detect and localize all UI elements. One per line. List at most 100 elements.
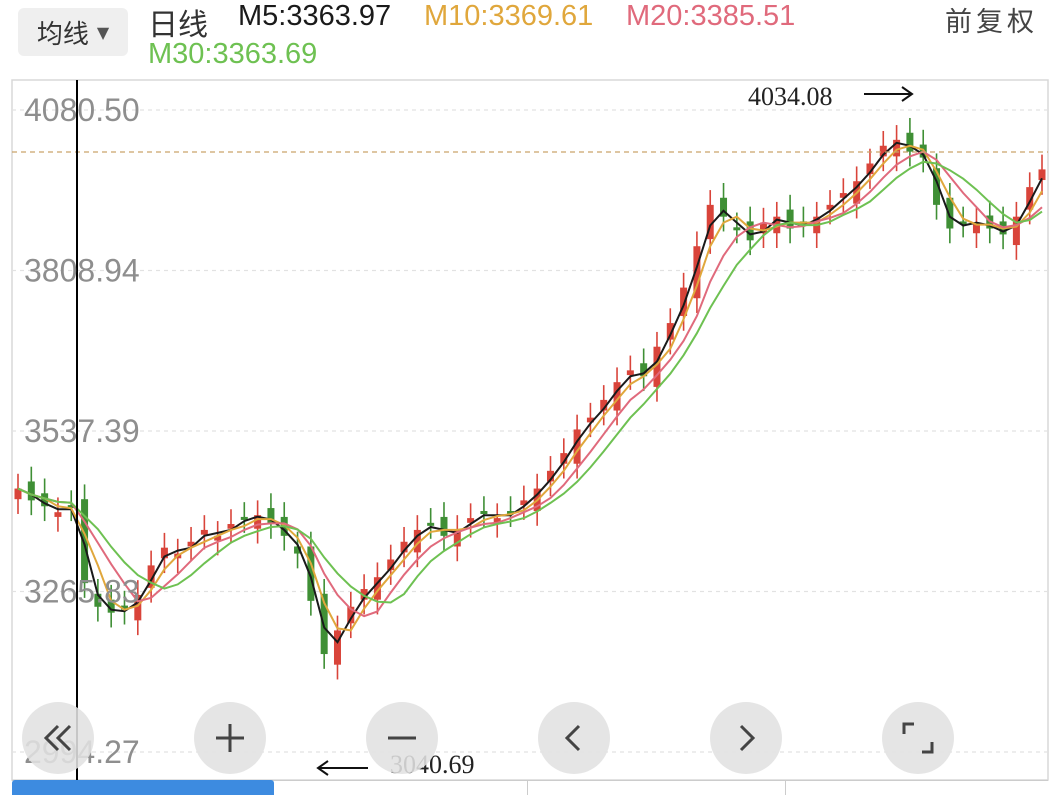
candle-body (959, 221, 967, 225)
candle-body (507, 511, 515, 515)
date-axis-divider (785, 780, 786, 795)
candle-body (160, 547, 168, 559)
gridlines (12, 109, 1048, 753)
candle-body (387, 559, 395, 571)
candle-body (54, 512, 62, 517)
ma-line-m30 (17, 160, 1043, 604)
candle-body (972, 222, 980, 234)
scroll-right-button[interactable] (710, 702, 782, 774)
candle-body (600, 399, 608, 411)
candle-body (294, 546, 302, 554)
low-arrow-icon (316, 760, 368, 776)
candle-body (187, 541, 195, 547)
candle-body (666, 323, 674, 340)
moving-average-lines (17, 141, 1043, 644)
candle-body (546, 470, 554, 482)
y-tick-label: 3265.83 (24, 573, 140, 609)
ma10-value: M10:3369.61 (424, 0, 594, 32)
candle-body (240, 516, 248, 520)
plus-icon (216, 724, 244, 752)
candle-body (14, 488, 22, 500)
candle-body (453, 529, 461, 547)
candle-body (67, 505, 75, 509)
candle-body (360, 589, 368, 600)
candle-body (640, 363, 648, 377)
candle-body (1038, 169, 1046, 181)
candle-body (933, 168, 941, 205)
candle-body (879, 145, 887, 157)
candle-body (427, 522, 435, 526)
candle-body (254, 515, 262, 529)
candle-body (786, 209, 794, 229)
price-adjust-toggle[interactable]: 前复权 (945, 7, 1038, 38)
y-tick-label: 4080.50 (24, 92, 140, 128)
candle-body (946, 197, 954, 229)
ma30-value: M30:3363.69 (148, 38, 318, 70)
candle-body (706, 204, 714, 240)
candle-body (200, 529, 208, 535)
candle-body (759, 222, 767, 234)
candle-body (347, 606, 355, 624)
candle-body (906, 132, 914, 152)
candle-body (480, 511, 488, 515)
candle-body (81, 499, 89, 584)
candle-body (560, 453, 568, 464)
candle-body (307, 546, 315, 601)
candle-body (107, 599, 115, 613)
caret-down-icon: ▼ (96, 22, 110, 42)
candle-body (826, 204, 834, 210)
candle-body (613, 382, 621, 411)
zoom-in-button[interactable] (194, 702, 266, 774)
candle-body (893, 139, 901, 157)
scroll-left-button[interactable] (538, 702, 610, 774)
rewind-button[interactable] (22, 702, 94, 774)
candle-body (1012, 216, 1020, 246)
candle-body (440, 516, 448, 536)
selected-date-tab (12, 780, 274, 795)
candle-body (373, 577, 381, 600)
ma-indicator-dropdown[interactable]: 均线 ▼ (18, 8, 128, 56)
candle-body (746, 221, 754, 241)
high-price-label: 4034.08 (748, 82, 833, 111)
plot-frame (11, 79, 1049, 781)
candle-body (41, 493, 49, 507)
candle-body (94, 593, 102, 607)
candle-body (839, 193, 847, 198)
y-tick-label: 3537.39 (24, 413, 140, 449)
candle-body (227, 524, 235, 529)
high-arrow-icon (864, 86, 914, 102)
period-label: 日线 (148, 8, 208, 43)
candle-body (493, 518, 501, 523)
candles (14, 117, 1046, 680)
y-tick-label: 3808.94 (24, 253, 140, 289)
ma-line-m10 (17, 144, 1043, 632)
candle-body (720, 197, 728, 217)
candle-body (520, 500, 528, 506)
ma-indicator-label: 均线 (36, 19, 89, 50)
chart-header: 均线 ▼ 日线 M5:3363.97 M10:3369.61 M20:3385.… (0, 0, 1060, 78)
zoom-out-button[interactable] (366, 702, 438, 774)
candle-body (1026, 187, 1034, 210)
candle-body (733, 227, 741, 231)
fullscreen-icon (902, 722, 934, 754)
candle-body (653, 346, 661, 387)
candle-body (134, 594, 142, 621)
candle-body (120, 605, 128, 610)
candle-body (214, 535, 222, 541)
candle-body (27, 481, 35, 501)
fullscreen-button[interactable] (882, 702, 954, 774)
chevron-right-icon (739, 724, 756, 752)
date-axis-divider (527, 780, 528, 795)
candle-body (147, 565, 155, 588)
chevron-left-icon (564, 724, 581, 752)
candle-body (333, 630, 341, 665)
ma-line-m20 (17, 150, 1043, 618)
candle-body (866, 163, 874, 175)
candle-body (626, 370, 634, 376)
candle-body (400, 541, 408, 553)
ma-line-m5 (17, 141, 1043, 644)
candle-body (693, 246, 701, 299)
candle-body (573, 429, 581, 464)
